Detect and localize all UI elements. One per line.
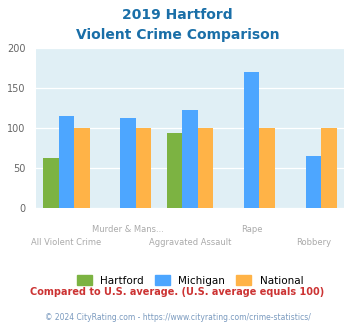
Bar <box>74 128 89 208</box>
Text: 2019 Hartford: 2019 Hartford <box>122 8 233 22</box>
Text: Compared to U.S. average. (U.S. average equals 100): Compared to U.S. average. (U.S. average … <box>31 287 324 297</box>
Bar <box>260 128 275 208</box>
Text: All Violent Crime: All Violent Crime <box>31 239 102 248</box>
Bar <box>59 116 74 208</box>
Text: Violent Crime Comparison: Violent Crime Comparison <box>76 28 279 42</box>
Bar <box>136 128 151 208</box>
Bar <box>182 110 198 208</box>
Bar <box>43 158 59 208</box>
Text: Rape: Rape <box>241 225 262 234</box>
Bar <box>167 133 182 208</box>
Bar <box>306 156 321 208</box>
Text: Murder & Mans...: Murder & Mans... <box>92 225 164 234</box>
Text: Robbery: Robbery <box>296 239 331 248</box>
Bar <box>244 72 260 208</box>
Text: Aggravated Assault: Aggravated Assault <box>149 239 231 248</box>
Legend: Hartford, Michigan, National: Hartford, Michigan, National <box>77 275 303 286</box>
Bar <box>120 118 136 208</box>
Bar <box>198 128 213 208</box>
Bar <box>321 128 337 208</box>
Text: © 2024 CityRating.com - https://www.cityrating.com/crime-statistics/: © 2024 CityRating.com - https://www.city… <box>45 313 310 322</box>
